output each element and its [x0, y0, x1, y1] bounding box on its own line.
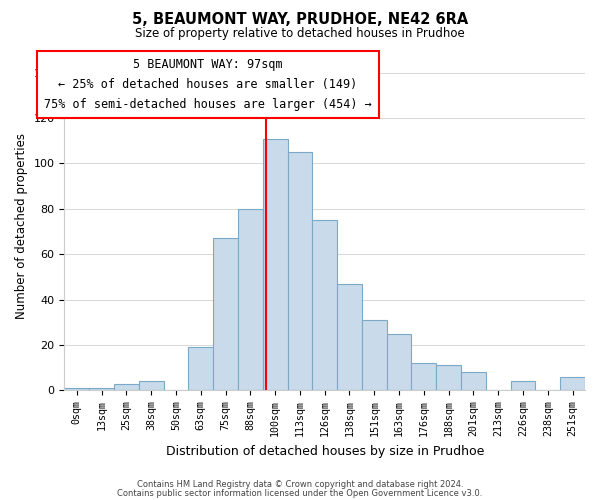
Bar	[64, 388, 89, 390]
Y-axis label: Number of detached properties: Number of detached properties	[15, 133, 28, 319]
Bar	[213, 238, 238, 390]
Bar	[188, 348, 213, 391]
Text: Contains HM Land Registry data © Crown copyright and database right 2024.: Contains HM Land Registry data © Crown c…	[137, 480, 463, 489]
Text: 5 BEAUMONT WAY: 97sqm
← 25% of detached houses are smaller (149)
75% of semi-det: 5 BEAUMONT WAY: 97sqm ← 25% of detached …	[44, 58, 371, 111]
Bar	[436, 366, 461, 390]
X-axis label: Distribution of detached houses by size in Prudhoe: Distribution of detached houses by size …	[166, 444, 484, 458]
Text: 5, BEAUMONT WAY, PRUDHOE, NE42 6RA: 5, BEAUMONT WAY, PRUDHOE, NE42 6RA	[132, 12, 468, 28]
Bar	[511, 382, 535, 390]
Bar	[263, 138, 287, 390]
Bar	[139, 382, 164, 390]
Bar	[412, 363, 436, 390]
Bar	[386, 334, 412, 390]
Bar	[287, 152, 313, 390]
Bar	[362, 320, 386, 390]
Bar	[313, 220, 337, 390]
Bar	[114, 384, 139, 390]
Bar	[337, 284, 362, 391]
Text: Size of property relative to detached houses in Prudhoe: Size of property relative to detached ho…	[135, 28, 465, 40]
Text: Contains public sector information licensed under the Open Government Licence v3: Contains public sector information licen…	[118, 488, 482, 498]
Bar	[560, 377, 585, 390]
Bar	[461, 372, 486, 390]
Bar	[89, 388, 114, 390]
Bar	[238, 209, 263, 390]
